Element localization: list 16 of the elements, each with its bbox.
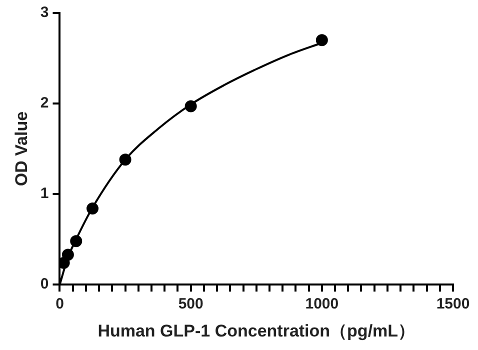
- point: [86, 202, 99, 215]
- x-axis-title: Human GLP-1 Concentration（pg/mL）: [98, 321, 416, 340]
- x-tick-label: 0: [56, 296, 64, 313]
- y-tick-label: 0: [40, 276, 49, 293]
- point: [62, 248, 74, 261]
- x-tick-label: 500: [178, 296, 204, 313]
- point: [70, 235, 82, 248]
- point: [316, 34, 328, 46]
- y-tick-label: 3: [40, 4, 49, 22]
- y-axis-title: OD Value: [12, 111, 31, 186]
- point: [184, 100, 197, 112]
- x-tick-label: 1500: [436, 296, 470, 313]
- y-tick-label: 1: [40, 185, 49, 202]
- point: [119, 154, 132, 166]
- x-tick-label: 1000: [305, 296, 339, 313]
- y-tick-label: 2: [40, 94, 49, 112]
